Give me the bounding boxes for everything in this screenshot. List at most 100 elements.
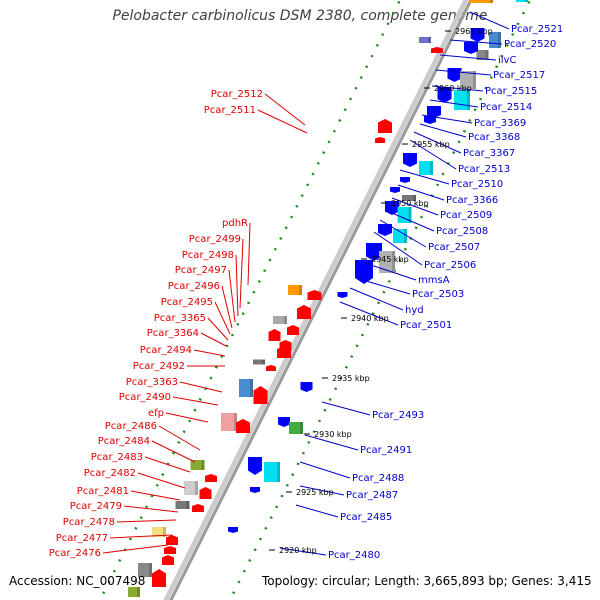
gene-box-15: [419, 161, 433, 175]
gene-label-Pcar_3368: Pcar_3368: [468, 132, 520, 143]
gene-box-face-46: [264, 462, 280, 482]
reverse-gene-arrow-11: [424, 116, 436, 124]
gene-box-46: [264, 462, 280, 482]
gene-label-Pcar_2507: Pcar_2507: [428, 242, 480, 253]
gene-box-shade-9: [467, 90, 470, 110]
gene-box-26: [288, 285, 302, 295]
tick-label-2: 2955 kbp: [412, 140, 450, 149]
gene-box-4: [476, 50, 489, 60]
gene-box-shade-43: [300, 422, 303, 434]
reverse-gene-arrow-45: [248, 457, 262, 475]
leader-ilvC: [439, 54, 497, 61]
gene-label-ilvC: ilvC: [498, 55, 516, 66]
leader-Pcar_3367: [413, 131, 462, 154]
forward-gene-arrow-36: [266, 365, 276, 371]
tick-label-6: 2935 kbp: [332, 374, 370, 383]
forward-gene-arrow-27: [307, 290, 322, 300]
leader-Pcar_2486: [158, 425, 201, 451]
gene-box-61: [469, 0, 493, 3]
gene-box-22: [393, 229, 407, 243]
forward-gene-arrow-34: [277, 346, 291, 358]
gene-box-shade-40: [234, 413, 237, 431]
gene-label-Pcar_3364: Pcar_3364: [147, 328, 199, 339]
forward-gene-arrow-41: [236, 419, 250, 433]
gene-box-18: [402, 195, 416, 201]
leader-Pcar_2521: [469, 11, 510, 30]
reverse-gene-arrow-8: [437, 87, 452, 103]
forward-gene-arrow-12: [378, 119, 392, 133]
leader-Pcar_2496: [221, 285, 233, 329]
gene-box-face-22: [393, 229, 407, 243]
leader-Pcar_2477: [109, 534, 173, 539]
reverse-gene-arrow-2: [470, 28, 485, 42]
gene-box-shade-38: [250, 379, 253, 397]
gene-box-face-51: [175, 501, 190, 509]
tick-label-7: 2930 kbp: [314, 430, 352, 439]
gene-box-shade-58: [149, 563, 152, 577]
gene-box-43: [289, 422, 303, 434]
leader-Pcar_2490: [172, 396, 219, 406]
leader-Pcar_2484: [151, 440, 196, 463]
gene-label-Pcar_2498: Pcar_2498: [182, 250, 234, 261]
leader-Pcar_3368: [419, 123, 467, 138]
gene-box-shade-0: [428, 37, 431, 43]
gene-label-Pcar_2521: Pcar_2521: [511, 24, 563, 35]
reverse-gene-arrow-21: [378, 224, 392, 236]
gene-box-44: [190, 460, 205, 470]
gene-box-face-43: [289, 422, 303, 434]
forward-gene-arrow-49: [199, 487, 212, 499]
gene-box-face-35: [253, 359, 265, 365]
gene-box-face-15: [419, 161, 433, 175]
gene-box-shade-15: [430, 161, 433, 175]
gene-label-Pcar_2497: Pcar_2497: [175, 265, 227, 276]
tick-label-4: 2945 kbp: [371, 255, 409, 264]
gene-box-face-4: [476, 50, 489, 60]
gene-box-38: [239, 379, 253, 397]
gene-box-48: [184, 481, 198, 495]
gene-box-shade-62: [525, 0, 528, 2]
reverse-gene-arrow-42: [278, 417, 290, 427]
reverse-gene-arrow-14: [403, 153, 417, 167]
gene-box-face-40: [221, 413, 237, 431]
gene-label-Pcar_2515: Pcar_2515: [485, 86, 537, 97]
gene-label-Pcar_3366: Pcar_3366: [446, 195, 498, 206]
forward-gene-arrow-13: [375, 137, 385, 143]
forward-gene-arrow-47: [205, 474, 217, 482]
topology-text: Topology: circular; Length: 3,665,893 bp…: [262, 574, 592, 588]
reverse-gene-arrow-5: [464, 42, 478, 54]
gene-label-Pcar_2480: Pcar_2480: [328, 550, 380, 561]
gene-box-face-62: [516, 0, 528, 2]
accession-text: Accession: NC_007498: [9, 574, 146, 588]
tick-label-9: 2920 kbp: [279, 546, 317, 555]
tick-label-3: 2950 kbp: [391, 199, 429, 208]
reverse-gene-arrow-16: [400, 177, 410, 183]
leader-Pcar_2491: [304, 434, 359, 451]
gene-label-Pcar_2481: Pcar_2481: [77, 486, 129, 497]
gene-box-face-38: [239, 379, 253, 397]
leader-pdhR: [247, 222, 251, 286]
gene-label-Pcar_2508: Pcar_2508: [436, 226, 488, 237]
gene-box-face-24: [379, 251, 395, 273]
gene-label-Pcar_2506: Pcar_2506: [424, 260, 476, 271]
gene-label-Pcar_3367: Pcar_3367: [463, 148, 515, 159]
forward-gene-arrow-52: [192, 504, 204, 512]
gene-box-7: [460, 71, 476, 89]
gene-box-62: [516, 0, 528, 2]
reverse-gene-arrow-28: [337, 292, 348, 298]
gene-box-shade-48: [195, 481, 198, 495]
gene-label-Pcar_2520: Pcar_2520: [504, 39, 556, 50]
leader-Pcar_2488: [299, 461, 351, 479]
gene-box-face-0: [419, 37, 431, 43]
gene-label-Pcar_2492: Pcar_2492: [133, 361, 185, 372]
gene-box-shade-20: [408, 207, 412, 223]
gene-label-Pcar_2490: Pcar_2490: [119, 392, 171, 403]
gene-label-Pcar_2512: Pcar_2512: [211, 89, 263, 100]
gene-box-24: [379, 251, 395, 273]
gene-label-Pcar_2483: Pcar_2483: [91, 452, 143, 463]
gene-label-Pcar_2501: Pcar_2501: [400, 320, 452, 331]
gene-box-shade-3: [498, 32, 501, 48]
gene-box-shade-61: [490, 0, 493, 3]
leader-Pcar_2480: [279, 547, 327, 556]
gene-label-Pcar_3363: Pcar_3363: [126, 377, 178, 388]
